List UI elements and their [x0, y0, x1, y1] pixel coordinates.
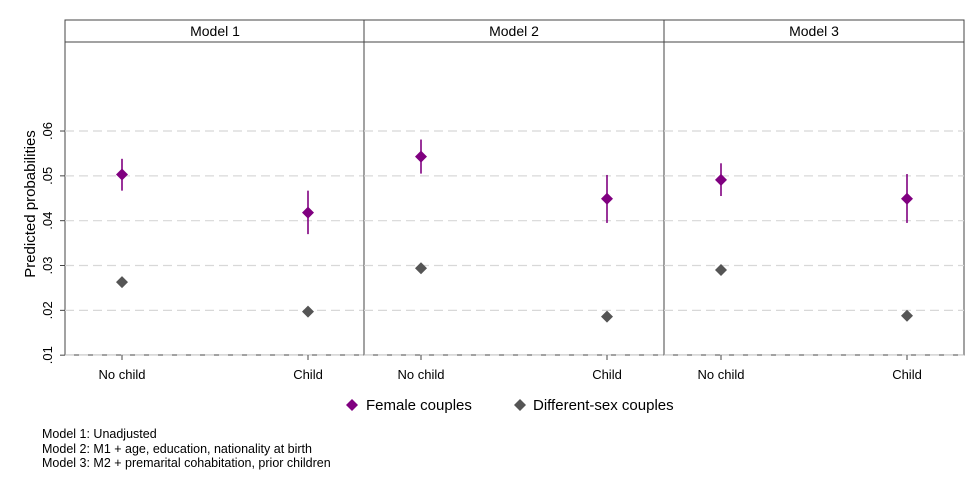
marker-different-sex-couples-p1-1 [302, 305, 314, 318]
y-tick-label-.02: .02 [40, 301, 55, 319]
legend-label-different-sex-couples: Different-sex couples [533, 397, 674, 414]
marker-female-couples-p2-0 [415, 150, 427, 163]
y-axis-title: Predicted probabilities [22, 130, 39, 278]
legend-marker-different-sex-couples [514, 399, 526, 411]
panel-frame-3 [663, 41, 965, 356]
panel-title-3: Model 3 [789, 23, 839, 39]
marker-different-sex-couples-p3-1 [901, 309, 913, 322]
marker-female-couples-p3-0 [715, 173, 727, 186]
y-tick-label-.01: .01 [40, 346, 55, 364]
figure-notes: Model 1: Unadjusted Model 2: M1 + age, e… [42, 427, 331, 471]
note-model-3: Model 3: M2 + premarital cohabitation, p… [42, 456, 331, 470]
x-tick-label-p2-0: No child [398, 367, 445, 382]
x-tick-label-p2-1: Child [592, 367, 622, 382]
legend-marker-female-couples [346, 399, 358, 411]
panel-frame-1 [64, 41, 366, 356]
chart-svg: Model 1 No child Child Model 2 No child Child… [22, 19, 965, 414]
y-tick-label-.04: .04 [40, 212, 55, 230]
y-tick-label-.03: .03 [40, 256, 55, 274]
marker-female-couples-p1-1 [302, 206, 314, 219]
marker-female-couples-p1-0 [116, 168, 128, 181]
marker-female-couples-p3-1 [901, 192, 913, 205]
note-model-2: Model 2: M1 + age, education, nationalit… [42, 441, 312, 456]
y-tick-label-.06: .06 [40, 122, 55, 140]
y-tick-label-.05: .05 [40, 167, 55, 185]
x-tick-label-p3-0: No child [698, 367, 745, 382]
x-tick-label-p3-1: Child [892, 367, 922, 382]
panel-title-1: Model 1 [190, 23, 240, 39]
legend-label-female-couples: Female couples [366, 397, 472, 414]
marker-different-sex-couples-p3-0 [715, 263, 727, 276]
panel-title-2: Model 2 [489, 23, 539, 39]
marker-different-sex-couples-p2-1 [601, 310, 613, 323]
marker-female-couples-p2-1 [601, 192, 613, 205]
marker-different-sex-couples-p1-0 [116, 276, 128, 289]
note-model-1: Model 1: Unadjusted [42, 427, 157, 441]
x-tick-label-p1-1: Child [293, 367, 323, 382]
panel-frame-2 [363, 41, 665, 356]
marker-different-sex-couples-p2-0 [415, 262, 427, 275]
x-tick-label-p1-0: No child [99, 367, 146, 382]
